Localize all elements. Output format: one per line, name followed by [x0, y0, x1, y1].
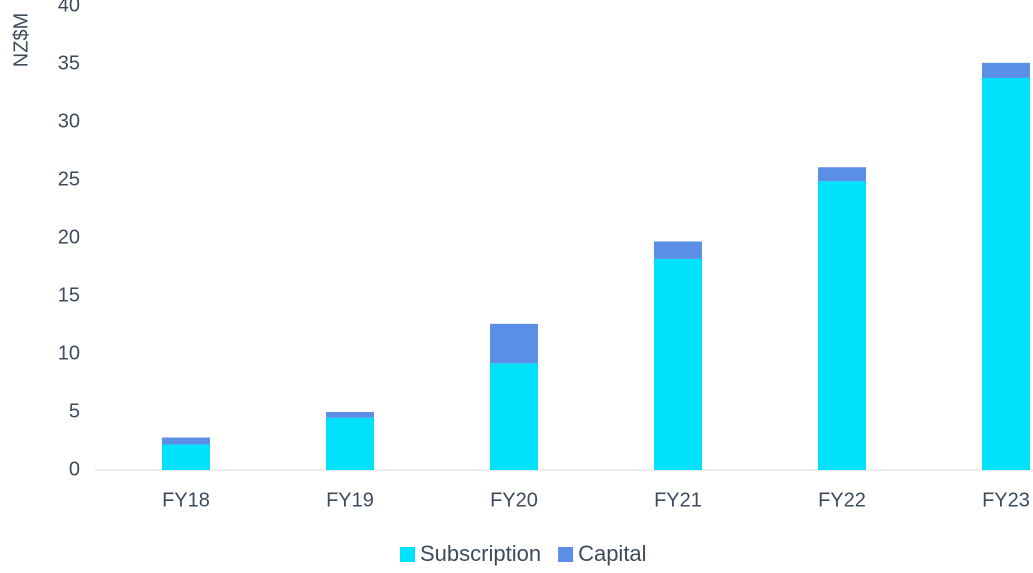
- y-tick-label: 20: [58, 226, 80, 248]
- x-tick-label: FY22: [818, 489, 866, 511]
- bar-segment: [162, 444, 210, 470]
- legend-swatch: [400, 547, 415, 562]
- y-tick-label: 35: [58, 52, 80, 74]
- y-tick-label: 25: [58, 168, 80, 190]
- y-tick-label: 0: [69, 458, 80, 480]
- y-tick-label: 5: [69, 400, 80, 422]
- bar-segment: [326, 412, 374, 418]
- bar-segment: [818, 167, 866, 182]
- y-tick-label: 40: [58, 0, 80, 16]
- x-tick-label: FY21: [654, 489, 702, 511]
- legend-swatch: [558, 547, 574, 562]
- bar-segment: [654, 241, 702, 259]
- bar-segment: [162, 437, 210, 445]
- bar-segment: [982, 62, 1030, 78]
- legend-label: Subscription: [420, 541, 541, 566]
- bar-segment: [982, 77, 1030, 471]
- x-tick-label: FY18: [162, 489, 210, 511]
- bar-segment: [490, 323, 538, 364]
- y-tick-label: 15: [58, 284, 80, 306]
- bar-segment: [818, 181, 866, 470]
- x-tick-label: FY19: [326, 489, 374, 511]
- bar-segment: [326, 417, 374, 470]
- y-axis-label: NZ$M: [10, 13, 32, 67]
- x-tick-label: FY20: [490, 489, 538, 511]
- y-tick-label: 10: [58, 342, 80, 364]
- y-tick-label: 30: [58, 110, 80, 132]
- x-tick-label: FY23: [982, 489, 1030, 511]
- bar-segment: [654, 258, 702, 470]
- bar-segment: [490, 363, 538, 470]
- legend-label: Capital: [578, 541, 646, 566]
